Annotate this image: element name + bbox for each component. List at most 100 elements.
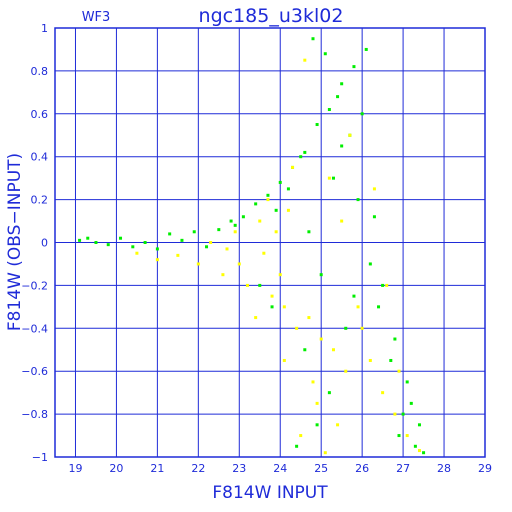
scatter-point-series-2 [209, 241, 213, 244]
x-tick-label: 21 [150, 462, 164, 475]
scatter-point-series-1 [295, 444, 299, 448]
scatter-point-series-1 [352, 65, 356, 69]
x-tick-label: 29 [478, 462, 492, 475]
y-tick-label: 0 [41, 237, 48, 250]
scatter-point-series-2 [311, 380, 315, 384]
scatter-point-series-1 [266, 193, 270, 197]
scatter-point-series-2 [258, 219, 262, 223]
scatter-point-series-1 [409, 401, 413, 405]
scatter-point-series-2 [356, 305, 360, 309]
scatter-point-series-2 [221, 273, 225, 277]
scatter-point-series-2 [372, 187, 376, 191]
scatter-point-series-1 [377, 305, 381, 309]
data-points [78, 37, 426, 455]
scatter-point-series-2 [278, 273, 282, 277]
scatter-point-series-2 [327, 176, 331, 180]
scatter-point-series-1 [106, 243, 110, 247]
scatter-point-series-1 [143, 241, 147, 244]
scatter-point-series-2 [155, 258, 159, 262]
scatter-point-series-1 [168, 232, 172, 236]
scatter-point-series-1 [155, 247, 159, 251]
x-tick-label: 28 [437, 462, 451, 475]
scatter-point-series-2 [417, 449, 421, 453]
x-axis-label: F814W INPUT [212, 483, 328, 503]
scatter-point-series-1 [274, 208, 278, 212]
scatter-point-series-2 [176, 253, 180, 257]
plot-frame [54, 27, 486, 458]
scatter-point-series-1 [94, 241, 98, 244]
y-tick-label: 0.6 [31, 108, 49, 121]
scatter-point-series-2 [340, 219, 344, 223]
scatter-point-series-1 [397, 434, 401, 438]
scatter-point-series-1 [233, 223, 237, 227]
scatter-point-series-1 [405, 380, 409, 384]
scatter-point-series-1 [360, 112, 364, 116]
scatter-point-series-1 [303, 150, 307, 154]
scatter-point-series-1 [270, 305, 274, 309]
scatter-point-series-1 [229, 219, 233, 223]
y-tick-label: 0.8 [31, 65, 49, 78]
grid-lines [55, 28, 485, 457]
y-tick-label: 0.4 [31, 151, 49, 164]
scatter-point-series-1 [258, 283, 262, 287]
scatter-point-series-1 [119, 236, 123, 240]
scatter-point-series-1 [356, 198, 360, 202]
y-tick-label: 0.2 [31, 194, 49, 207]
scatter-point-series-2 [295, 326, 299, 330]
scatter-point-series-2 [237, 262, 241, 266]
scatter-point-series-1 [417, 423, 421, 427]
x-tick-label: 20 [109, 462, 123, 475]
y-tick-label: 1 [41, 22, 48, 35]
y-tick-label: −1 [32, 451, 48, 464]
scatter-point-series-1 [327, 391, 331, 395]
scatter-point-series-2 [336, 423, 340, 427]
scatter-point-series-1 [327, 108, 331, 112]
y-tick-label: −0.6 [21, 365, 48, 378]
x-tick-labels: 19 20 21 22 23 24 25 26 27 28 29 [68, 462, 492, 475]
scatter-point-series-2 [368, 358, 372, 362]
scatter-point-series-2 [405, 434, 409, 438]
scatter-point-series-1 [315, 123, 319, 127]
scatter-point-series-1 [381, 283, 385, 287]
x-tick-label: 26 [355, 462, 369, 475]
scatter-point-series-2 [225, 247, 229, 251]
scatter-point-series-2 [303, 58, 307, 62]
scatter-point-series-2 [282, 358, 286, 362]
scatter-point-series-1 [86, 236, 90, 240]
scatter-point-series-1 [319, 273, 323, 277]
scatter-point-series-2 [245, 283, 249, 287]
scatter-point-series-1 [180, 238, 184, 242]
scatter-point-series-2 [397, 369, 401, 373]
x-tick-label: 19 [68, 462, 82, 475]
scatter-point-series-2 [291, 165, 295, 169]
x-tick-label: 25 [314, 462, 328, 475]
scatter-point-series-1 [241, 215, 245, 219]
scatter-point-series-1 [254, 202, 258, 206]
scatter-point-series-1 [364, 47, 368, 51]
scatter-point-series-2 [274, 230, 278, 234]
scatter-point-series-1 [311, 37, 315, 41]
scatter-point-series-2 [282, 305, 286, 309]
y-axis-label: F814W (OBS−INPUT) [5, 153, 25, 331]
scatter-point-series-2 [381, 391, 385, 395]
scatter-point-series-1 [413, 444, 417, 448]
scatter-point-series-1 [323, 52, 327, 56]
scatter-point-series-2 [233, 230, 237, 234]
scatter-point-series-2 [262, 251, 266, 255]
scatter-point-series-2 [393, 412, 397, 416]
scatter-point-series-1 [393, 337, 397, 341]
scatter-point-series-1 [315, 423, 319, 427]
scatter-point-series-1 [192, 230, 196, 234]
y-tick-label: −0.2 [21, 279, 48, 292]
scatter-point-series-2 [385, 283, 389, 287]
y-tick-label: −0.4 [21, 322, 48, 335]
scatter-point-series-1 [368, 262, 372, 266]
scatter-point-series-2 [299, 434, 303, 438]
x-tick-label: 27 [396, 462, 410, 475]
y-tick-labels: −1 −0.8 −0.6 −0.4 −0.2 0 0.2 0.4 0.6 0.8 1 [21, 22, 48, 464]
scatter-point-series-1 [205, 245, 209, 249]
scatter-point-series-2 [135, 251, 139, 255]
scatter-point-series-2 [286, 208, 290, 212]
scatter-point-series-2 [323, 451, 327, 455]
